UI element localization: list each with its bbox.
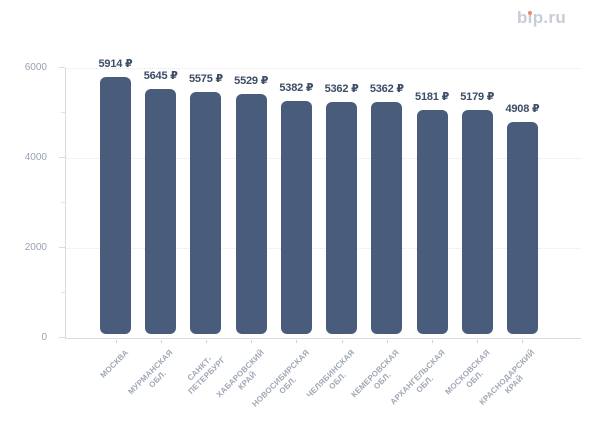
bar-chart-plot-area: 5914 ₽ МОСКВА 5645 ₽ МУРМАНСКАЯ ОБЛ. 557… bbox=[59, 58, 581, 409]
x-axis-tick bbox=[205, 340, 207, 343]
site-logo[interactable]: bip.ru bbox=[517, 8, 566, 28]
bar bbox=[461, 110, 493, 334]
x-axis-tick bbox=[160, 340, 162, 343]
y-axis-label: 0 bbox=[41, 332, 47, 343]
bar-value-label: 5181 ₽ bbox=[415, 91, 450, 103]
bar-slot: 5362 ₽ КЕМЕРОВСКАЯ ОБЛ. bbox=[350, 68, 404, 399]
site-logo-text: bip.ru bbox=[516, 8, 566, 27]
gridline bbox=[66, 68, 581, 69]
y-axis-label: 6000 bbox=[24, 62, 47, 73]
y-axis-minor-tick bbox=[61, 292, 65, 293]
x-axis-label: МУРМАНСКАЯ ОБЛ. bbox=[126, 348, 176, 397]
bar-slot: 5529 ₽ ХАБАРОВСКИЙ КРАЙ bbox=[214, 68, 269, 399]
y-axis-minor-tick bbox=[61, 112, 65, 113]
y-axis-label: 4000 bbox=[24, 152, 47, 163]
bar bbox=[235, 94, 267, 334]
bar-value-label: 5362 ₽ bbox=[324, 83, 359, 95]
x-axis-label: МОСКВА bbox=[98, 348, 130, 380]
bar bbox=[100, 77, 131, 334]
bar-value-label: 5362 ₽ bbox=[369, 83, 404, 95]
bar bbox=[416, 110, 448, 334]
bar-value-label: 4908 ₽ bbox=[505, 103, 540, 115]
gridline bbox=[66, 158, 581, 159]
bar-value-label: 5575 ₽ bbox=[188, 73, 223, 85]
bar-slot: 5645 ₽ МУРМАНСКАЯ ОБЛ. bbox=[127, 68, 178, 396]
y-axis-tick bbox=[59, 247, 65, 248]
x-axis-tick bbox=[522, 340, 524, 343]
y-axis-labels: 6000 4000 2000 0 bbox=[0, 62, 58, 343]
bar bbox=[506, 122, 538, 334]
bar-slot: 5179 ₽ МОСКОВСКАЯ ОБЛ. bbox=[443, 68, 495, 396]
bar-value-label: 5645 ₽ bbox=[143, 70, 178, 82]
bar bbox=[371, 102, 403, 334]
x-axis-tick bbox=[386, 340, 388, 343]
bar-slot: 5181 ₽ АРХАНГЕЛЬСКАЯ ОБЛ. bbox=[388, 68, 450, 406]
bar-slot: 5362 ₽ ЧЕЛЯБИНСКАЯ ОБЛ. bbox=[304, 68, 359, 400]
gridline bbox=[66, 248, 581, 249]
x-axis-tick bbox=[251, 340, 253, 343]
bar-slot: 5575 ₽ САНКТ- ПЕТЕРБУРГ bbox=[186, 68, 228, 396]
y-axis-label: 2000 bbox=[24, 242, 47, 253]
bar-slot: 5914 ₽ МОСКВА bbox=[98, 58, 133, 380]
x-axis-tick bbox=[477, 340, 479, 343]
bar-value-label: 5382 ₽ bbox=[279, 82, 314, 94]
y-axis-minor-tick bbox=[61, 202, 65, 203]
bar-slot: 5382 ₽ НОВОСИБИРСКАЯ ОБЛ. bbox=[250, 68, 314, 409]
x-axis-tick bbox=[432, 340, 434, 343]
y-axis-tick bbox=[59, 67, 65, 68]
logo-i-dot-icon bbox=[528, 10, 533, 15]
bar-value-label: 5914 ₽ bbox=[98, 58, 133, 70]
x-axis-tick bbox=[296, 340, 298, 343]
bar bbox=[145, 89, 177, 334]
bar-value-label: 5529 ₽ bbox=[234, 75, 269, 87]
bar bbox=[326, 102, 358, 334]
x-axis-tick bbox=[341, 340, 343, 343]
bar bbox=[190, 92, 222, 334]
y-axis-tick bbox=[59, 337, 65, 338]
y-axis-tick bbox=[59, 157, 65, 158]
bar bbox=[280, 101, 312, 334]
bars-row: 5914 ₽ МОСКВА 5645 ₽ МУРМАНСКАЯ ОБЛ. 557… bbox=[66, 58, 581, 409]
bar-slot: 4908 ₽ КРАСНОДАРСКИЙ КРАЙ bbox=[478, 68, 540, 407]
bar-value-label: 5179 ₽ bbox=[460, 91, 495, 103]
x-axis-tick bbox=[115, 340, 117, 343]
